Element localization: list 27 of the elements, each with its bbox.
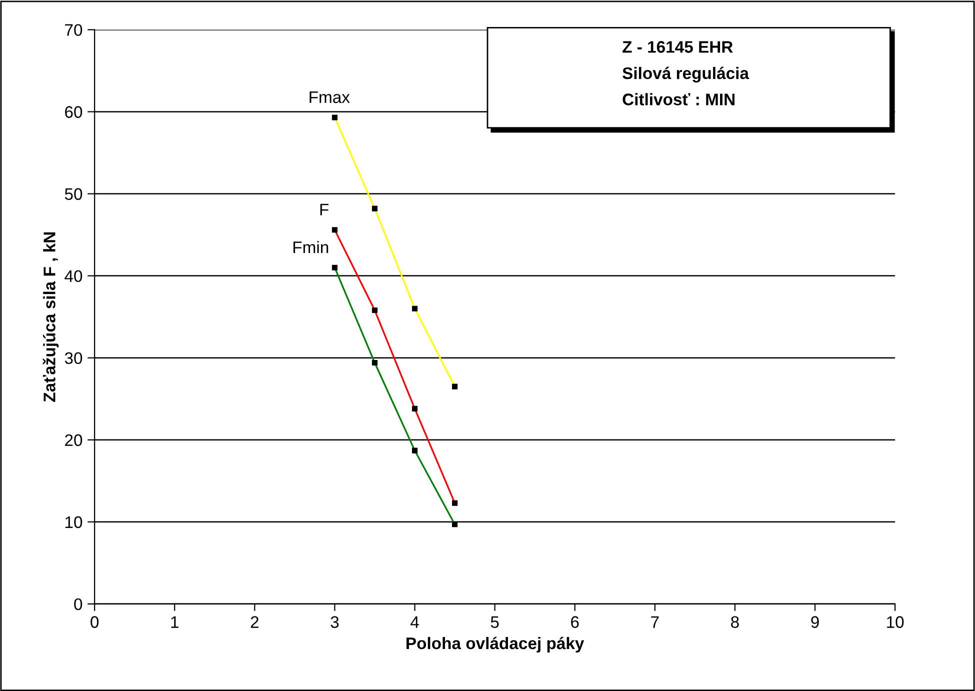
y-tick-label: 60 [65, 106, 82, 118]
x-tick-label: 1 [171, 616, 178, 628]
x-tick-label: 0 [90, 616, 99, 628]
y-tick-label: 30 [64, 352, 82, 364]
y-tick-label: 20 [65, 434, 82, 446]
text: Z - 16145 EHR [622, 41, 733, 53]
x-tick-label: 9 [811, 616, 819, 628]
x-tick-label: 6 [571, 616, 579, 628]
series-label: F [320, 204, 328, 216]
x-tick-label: 8 [731, 616, 739, 628]
y-tick-label: 50 [64, 188, 82, 200]
y-tick-label: 10 [66, 516, 82, 528]
x-tick-label: 5 [490, 616, 499, 628]
x-axis-title: Poloha ovládacej páky [406, 636, 584, 653]
x-tick-label: 2 [250, 616, 258, 628]
x-tick-label: 7 [651, 616, 659, 628]
annotation: Citlivosť : MIN [622, 93, 734, 106]
x-tick-label: 4 [410, 616, 419, 628]
series-label: Fmax [310, 91, 350, 104]
annotation: Silová regulácia [622, 66, 750, 83]
y-tick-label: 70 [65, 24, 82, 36]
y-tick-label: 0 [74, 598, 82, 610]
y-tick-label: 40 [64, 270, 82, 282]
x-tick-label: 3 [330, 616, 339, 628]
y-axis-title: Zaťažujúca sila F , kN [42, 232, 59, 402]
x-tick-label: 10 [887, 616, 904, 628]
series-label: Fmin [293, 240, 328, 254]
